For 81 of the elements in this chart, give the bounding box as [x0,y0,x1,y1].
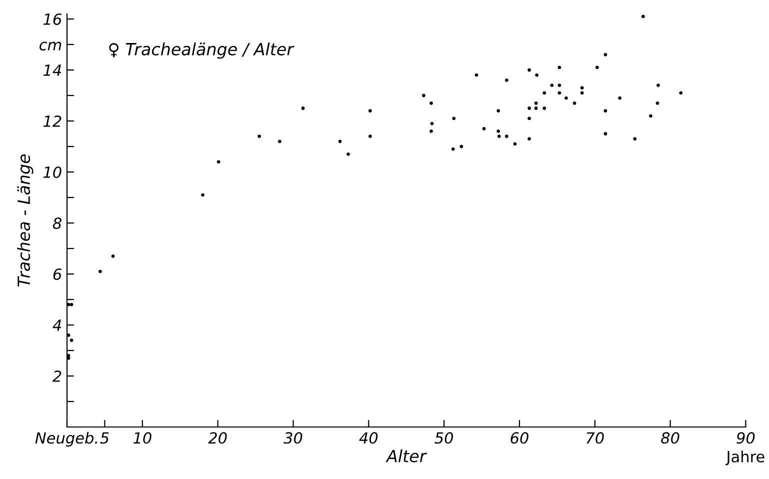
point [558,84,562,87]
point [216,160,220,164]
point [474,73,478,77]
point [346,152,350,156]
point [641,14,645,18]
point [70,302,74,306]
x-tick-label: 50 [434,432,454,444]
point [648,114,652,118]
x-tick-label: 20 [208,432,227,444]
point [528,106,531,110]
x-tick-label: 80 [661,432,680,444]
point [496,130,500,133]
x-tick-label: 30 [284,432,302,444]
y-tick-label: 8 [52,217,62,230]
x-axis-title: Alter [386,449,428,462]
x-tick-label: 90 [736,432,755,444]
point [451,147,455,151]
point [482,126,486,130]
point [558,91,562,95]
x-tick-label: 70 [586,432,604,444]
point [460,144,464,148]
point [542,91,546,95]
point [528,137,531,141]
point [604,53,608,56]
x-tick-label: Neugeb. [35,432,98,447]
point [278,140,282,144]
point [618,96,622,100]
y-tick-label: 4 [52,320,62,331]
point [580,91,584,95]
point [497,134,501,138]
point [111,254,115,258]
point [542,106,546,110]
x-tick-label: 10 [133,432,152,444]
point [679,91,683,95]
point [604,132,608,136]
point [368,134,372,138]
point [580,86,584,90]
point [496,109,500,112]
point [572,101,576,105]
point [301,106,305,110]
point [70,338,74,342]
point [67,356,70,360]
y-tick-label: 16 [43,13,62,26]
x-tick-label: 5 [100,432,109,444]
x-tick-label: 40 [359,432,378,444]
y-tick-label: 12 [43,115,62,127]
y-axis-title: Trachea - Länge [17,154,34,287]
point [558,66,562,70]
y-tick-label: 14 [43,64,62,76]
point [67,334,70,337]
x-tick-label: 60 [510,432,528,444]
point [550,84,554,87]
point [595,66,599,70]
point [656,101,660,105]
point [535,73,539,77]
point [513,142,517,146]
point [504,78,508,82]
point [564,96,568,100]
text: Jahre [725,450,764,466]
y-tick-label: cm [40,42,62,51]
point [368,109,372,112]
point [604,109,608,112]
point [452,116,456,120]
point [258,134,261,138]
point [430,130,433,133]
point [98,270,102,274]
point [430,101,433,105]
point [528,116,531,120]
y-tick-label: 10 [43,166,62,178]
point [528,68,531,72]
point [201,193,204,197]
text: ♀ Trachealänge / Alter [109,42,294,59]
point [422,94,426,98]
point [656,84,660,87]
point [504,134,508,138]
point [338,140,342,144]
point [633,137,637,141]
y-tick-label: 6 [53,268,62,280]
point [534,101,538,105]
point [534,106,538,110]
y-tick-label: 2 [52,370,62,382]
